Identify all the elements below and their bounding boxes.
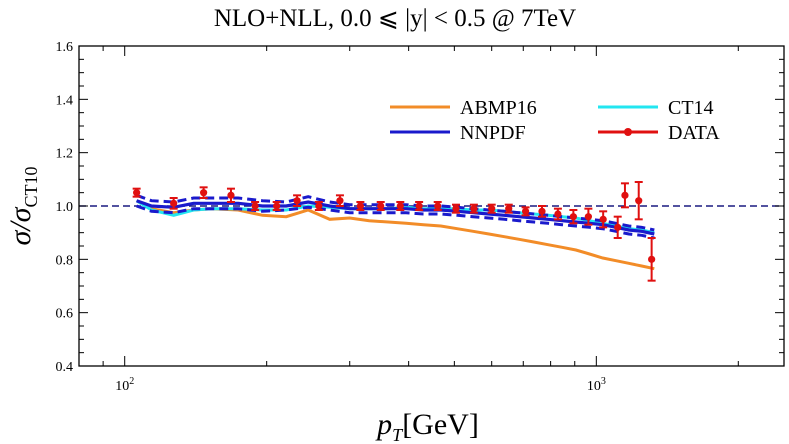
data-marker (251, 202, 259, 210)
data-point (433, 201, 442, 211)
x-tick-label: 102 (115, 376, 134, 394)
data-point (613, 215, 622, 239)
y-tick-label: 1.6 (56, 40, 74, 55)
y-tick-label: 1.4 (56, 93, 74, 108)
x-axis-label-sub: T (392, 425, 404, 444)
data-point (396, 201, 405, 211)
data-marker (648, 255, 656, 263)
legend-label: ABMP16 (460, 97, 537, 119)
data-point (569, 209, 578, 225)
data-marker (396, 202, 404, 210)
y-tick-label: 1.0 (56, 200, 74, 215)
data-point (251, 201, 260, 211)
data-point (272, 201, 281, 211)
data-marker (635, 197, 643, 205)
data-marker (538, 207, 546, 215)
data-point (132, 187, 141, 198)
data-marker (599, 215, 607, 223)
data-marker (377, 202, 385, 210)
data-marker (273, 202, 281, 210)
legend-item-data: DATA (598, 122, 720, 144)
data-marker (505, 205, 513, 213)
data-point (634, 181, 643, 221)
data-marker (227, 191, 235, 199)
data-point (169, 197, 178, 210)
x-axis-label-main: p (375, 408, 392, 441)
y-tick-label: 0.6 (56, 307, 74, 322)
y-axis-label-sub: CT10 (21, 167, 41, 208)
data-marker (614, 223, 622, 231)
data-point (356, 201, 365, 211)
data-point (226, 187, 235, 203)
data-marker (569, 213, 577, 221)
axis-ticks: 0.4 0.6 0.8 1.0 1.2 1.4 1.6 102 103 (56, 40, 784, 394)
legend-label: DATA (668, 122, 720, 144)
data-marker (170, 199, 178, 207)
data-marker (488, 205, 496, 213)
chart-title: NLO+NLL, 0.0 ⩽ |y| < 0.5 @ 7TeV (214, 5, 576, 32)
data-point (553, 207, 562, 221)
data-point (451, 203, 460, 214)
data-marker (452, 205, 460, 213)
data-point (521, 206, 530, 217)
data-marker (470, 205, 478, 213)
svg-text:pT[GeV]: pT[GeV] (375, 408, 479, 444)
data-point (620, 182, 629, 209)
legend-item-abmp16: ABMP16 (390, 97, 537, 119)
plot-area (79, 181, 784, 282)
data-point (504, 203, 513, 214)
y-axis-label: σ/σCT10 (4, 167, 41, 246)
data-marker (293, 197, 301, 205)
y-axis-label-main: σ/σ (4, 206, 37, 245)
data-marker (336, 197, 344, 205)
data-marker (415, 202, 423, 210)
data-point (584, 207, 593, 226)
y-tick-label: 0.4 (56, 360, 74, 375)
data-point (537, 205, 546, 218)
data-point (293, 194, 302, 207)
legend-item-nnpdf: NNPDF (390, 122, 526, 144)
data-point (469, 203, 478, 214)
data-point (376, 201, 385, 211)
x-axis-label: pT[GeV] (375, 408, 479, 444)
legend-marker (624, 128, 632, 136)
data-marker (434, 202, 442, 210)
data-marker (521, 207, 530, 215)
data-marker (621, 191, 629, 199)
data-marker (356, 202, 364, 210)
legend-label: CT14 (668, 97, 714, 119)
data-point (599, 210, 608, 229)
data-marker (315, 202, 323, 210)
data-point (487, 203, 496, 214)
x-tick-label: 103 (587, 376, 606, 394)
plot-frame (78, 45, 785, 367)
data-marker (200, 189, 208, 197)
series-nnpdf-lower (136, 204, 655, 240)
legend-item-ct14: CT14 (598, 97, 714, 119)
legend-label: NNPDF (460, 122, 526, 144)
data-point (314, 201, 323, 211)
data-marker (584, 213, 592, 221)
y-tick-label: 1.2 (56, 147, 74, 162)
svg-text:σ/σCT10: σ/σCT10 (4, 167, 41, 246)
data-marker (133, 189, 141, 197)
data-point (415, 201, 424, 211)
data-point (199, 186, 208, 199)
legend: ABMP16 CT14 NNPDF DATA (390, 97, 720, 144)
data-marker (554, 210, 562, 218)
data-point (335, 194, 344, 207)
x-axis-label-unit: [GeV] (402, 408, 479, 441)
y-tick-label: 0.8 (56, 253, 74, 268)
data-point (647, 237, 656, 282)
